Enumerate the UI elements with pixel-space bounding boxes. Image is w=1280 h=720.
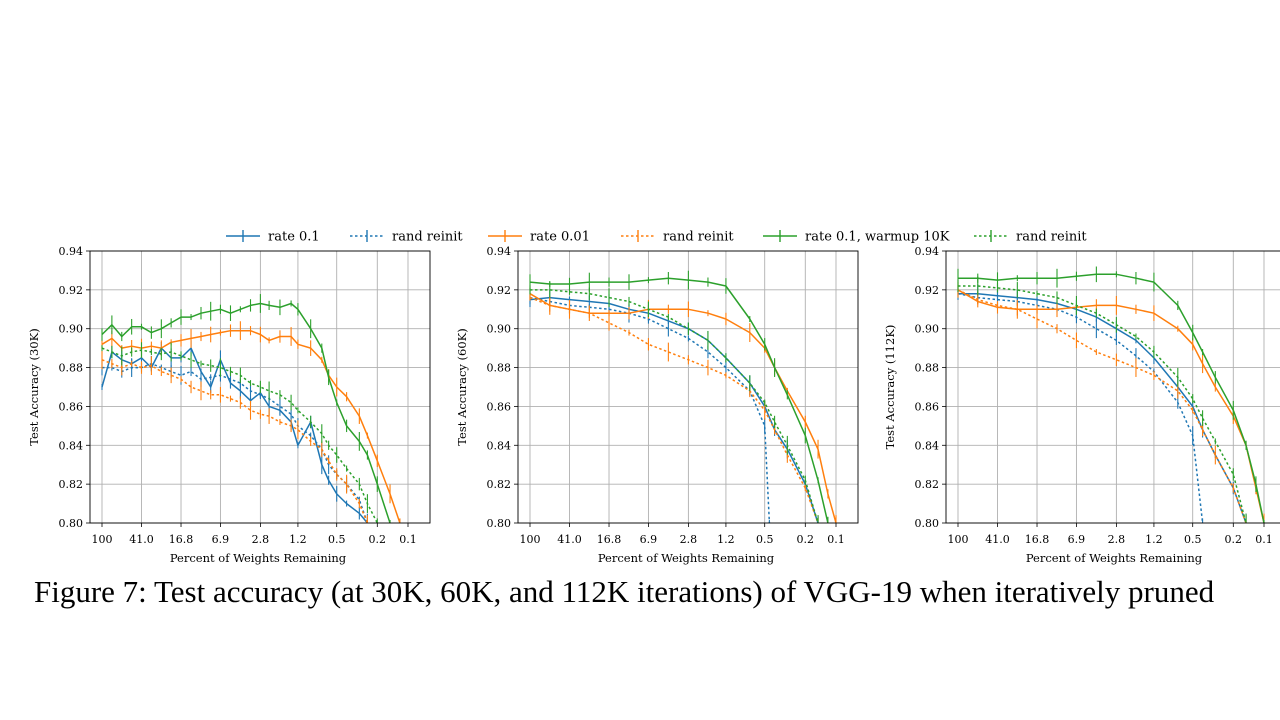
x-tick-label: 2.8: [252, 533, 270, 546]
chart-panel: 0.80 0.82 0.84 0.86 0.88 0.90 0.92 0.94 100 41.0 1…: [455, 245, 859, 565]
x-tick-label: 6.9: [212, 533, 230, 546]
x-tick-label: 16.8: [169, 533, 194, 546]
x-tick-label: 16.8: [1025, 533, 1050, 546]
y-tick-label: 0.84: [59, 439, 84, 452]
legend-label: rate 0.1: [268, 230, 320, 245]
x-tick-label: 100: [520, 533, 541, 546]
y-tick-label: 0.94: [487, 245, 512, 258]
x-tick-label: 41.0: [985, 533, 1010, 546]
x-tick-label: 0.1: [827, 533, 845, 546]
legend-entry: rand reinit: [621, 230, 734, 245]
x-tick-label: 0.5: [328, 533, 346, 546]
x-tick-label: 0.2: [797, 533, 815, 546]
y-tick-label: 0.82: [59, 478, 84, 491]
x-tick-label: 0.5: [1184, 533, 1202, 546]
y-axis-label: Test Accuracy (112K): [883, 325, 897, 450]
legend-entry: rate 0.01: [488, 230, 590, 245]
x-tick-label: 1.2: [289, 533, 307, 546]
plot-frame: [89, 250, 431, 524]
plot-frame: [945, 250, 1280, 524]
x-tick-label: 41.0: [557, 533, 582, 546]
y-tick-label: 0.86: [487, 400, 512, 413]
y-tick-label: 0.94: [915, 245, 940, 258]
y-tick-label: 0.88: [915, 362, 940, 375]
x-tick-label: 0.2: [369, 533, 387, 546]
panels: 0.80 0.82 0.84 0.86 0.88 0.90 0.92 0.94 100 41.0 1…: [27, 245, 1280, 565]
series-group: [529, 270, 837, 523]
x-tick-label: 6.9: [1068, 533, 1086, 546]
legend-label: rate 0.01: [530, 230, 590, 245]
y-tick-label: 0.82: [487, 478, 512, 491]
legend: rate 0.1 rand reinit rate 0.01 rand reinit r…: [226, 230, 1087, 245]
x-axis-label: Percent of Weights Remaining: [1026, 551, 1203, 565]
legend-entry: rand reinit: [974, 230, 1087, 245]
plot-frame: [517, 250, 859, 524]
x-tick-label: 0.1: [399, 533, 417, 546]
y-tick-label: 0.90: [487, 323, 512, 336]
y-tick-label: 0.84: [487, 439, 512, 452]
legend-label: rand reinit: [392, 230, 463, 245]
x-tick-label: 2.8: [1108, 533, 1126, 546]
series-line: [529, 277, 829, 523]
x-tick-label: 6.9: [640, 533, 658, 546]
y-tick-label: 0.80: [915, 517, 940, 530]
y-tick-label: 0.90: [59, 323, 84, 336]
y-axis-label: Test Accuracy (60K): [455, 328, 469, 446]
y-tick-label: 0.90: [915, 323, 940, 336]
x-tick-label: 100: [948, 533, 969, 546]
legend-entry: rate 0.1, warmup 10K: [763, 230, 950, 245]
chart-panel: 0.80 0.82 0.84 0.86 0.88 0.90 0.92 0.94 100 41.0 1…: [27, 245, 431, 565]
y-tick-label: 0.86: [59, 400, 84, 413]
x-tick-label: 1.2: [1145, 533, 1163, 546]
y-tick-label: 0.94: [59, 245, 84, 258]
x-tick-label: 0.2: [1225, 533, 1243, 546]
legend-entry: rand reinit: [350, 230, 463, 245]
y-tick-label: 0.88: [59, 362, 84, 375]
x-tick-label: 0.1: [1255, 533, 1273, 546]
x-tick-label: 1.2: [717, 533, 735, 546]
figure-caption: Figure 7: Test accuracy (at 30K, 60K, an…: [34, 574, 1215, 609]
series-line: [101, 359, 369, 523]
x-tick-label: 16.8: [597, 533, 622, 546]
legend-label: rand reinit: [1016, 230, 1087, 245]
y-tick-label: 0.82: [915, 478, 940, 491]
y-tick-label: 0.80: [59, 517, 84, 530]
series-line: [101, 302, 391, 523]
series-line: [102, 362, 369, 523]
y-axis-label: Test Accuracy (30K): [27, 328, 41, 446]
series-line: [957, 289, 1247, 523]
legend-entry: rate 0.1: [226, 230, 320, 245]
y-tick-label: 0.92: [487, 284, 512, 297]
x-tick-label: 41.0: [129, 533, 154, 546]
x-axis-label: Percent of Weights Remaining: [170, 551, 347, 565]
series-group: [957, 266, 1265, 523]
legend-label: rate 0.1, warmup 10K: [805, 230, 950, 245]
x-tick-label: 100: [92, 533, 113, 546]
y-tick-label: 0.92: [59, 284, 84, 297]
chart-panel: 0.80 0.82 0.84 0.86 0.88 0.90 0.92 0.94 100 41.0 1…: [883, 245, 1280, 565]
x-axis-label: Percent of Weights Remaining: [598, 551, 775, 565]
series-group: [101, 294, 401, 523]
y-tick-label: 0.80: [487, 517, 512, 530]
x-tick-label: 2.8: [680, 533, 698, 546]
series-line: [101, 347, 368, 523]
legend-label: rand reinit: [663, 230, 734, 245]
x-tick-label: 0.5: [756, 533, 774, 546]
y-tick-label: 0.88: [487, 362, 512, 375]
y-tick-label: 0.86: [915, 400, 940, 413]
y-tick-label: 0.84: [915, 439, 940, 452]
y-tick-label: 0.92: [915, 284, 940, 297]
figure-svg: rate 0.1 rand reinit rate 0.01 rand reinit r…: [27, 230, 1280, 565]
series-line: [529, 296, 771, 523]
